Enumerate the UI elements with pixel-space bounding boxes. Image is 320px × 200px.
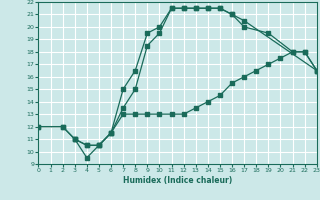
- X-axis label: Humidex (Indice chaleur): Humidex (Indice chaleur): [123, 176, 232, 185]
